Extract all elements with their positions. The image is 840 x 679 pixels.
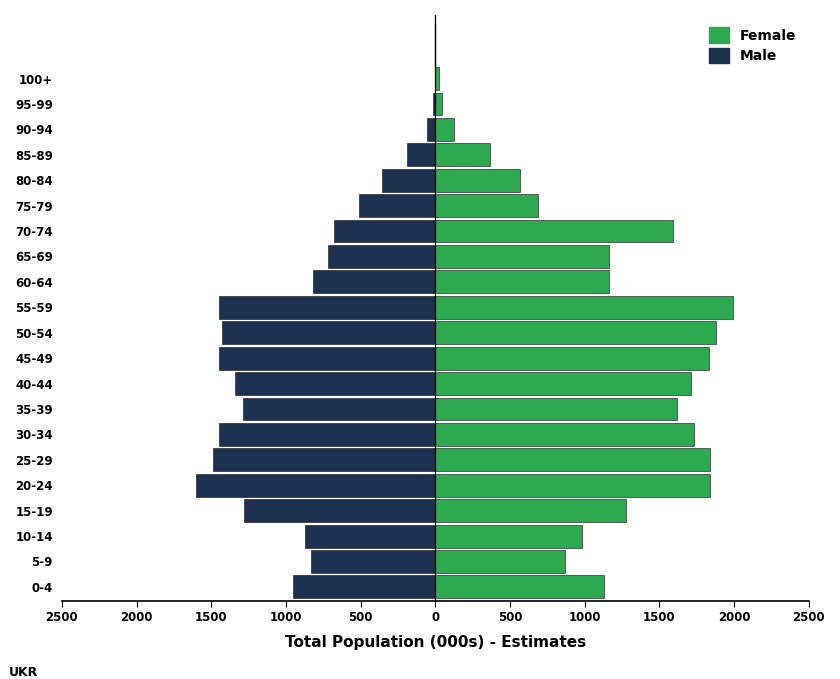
Bar xyxy=(244,499,435,522)
Bar xyxy=(435,525,581,547)
Bar xyxy=(435,550,565,573)
Bar xyxy=(197,474,435,496)
Bar xyxy=(435,219,673,242)
Bar xyxy=(306,525,435,547)
Bar xyxy=(435,474,710,496)
Bar xyxy=(213,448,435,471)
Bar xyxy=(435,118,454,141)
Bar xyxy=(435,448,710,471)
Bar xyxy=(243,397,435,420)
Bar xyxy=(218,347,435,369)
Bar xyxy=(312,270,435,293)
Bar xyxy=(435,92,442,115)
Bar xyxy=(218,423,435,446)
Bar xyxy=(235,372,435,395)
Bar xyxy=(435,67,439,90)
Bar xyxy=(435,143,490,166)
Bar xyxy=(433,92,435,115)
Bar xyxy=(435,194,538,217)
Bar xyxy=(360,194,435,217)
Bar xyxy=(293,576,435,598)
Bar xyxy=(218,296,435,318)
Legend: Female, Male: Female, Male xyxy=(704,22,801,69)
Bar xyxy=(381,169,435,191)
Bar xyxy=(435,270,608,293)
Bar xyxy=(435,245,608,268)
Bar xyxy=(435,169,520,191)
Bar xyxy=(435,576,604,598)
Bar xyxy=(435,321,716,344)
Bar xyxy=(435,397,677,420)
Bar xyxy=(328,245,435,268)
Bar xyxy=(407,143,435,166)
Bar xyxy=(435,296,732,318)
Bar xyxy=(435,372,690,395)
Bar xyxy=(222,321,435,344)
Bar xyxy=(435,347,709,369)
Bar xyxy=(333,219,435,242)
Text: UKR: UKR xyxy=(8,665,38,678)
Bar xyxy=(427,118,435,141)
X-axis label: Total Population (000s) - Estimates: Total Population (000s) - Estimates xyxy=(285,636,585,650)
Bar xyxy=(435,423,694,446)
Bar xyxy=(435,499,627,522)
Bar xyxy=(312,550,435,573)
